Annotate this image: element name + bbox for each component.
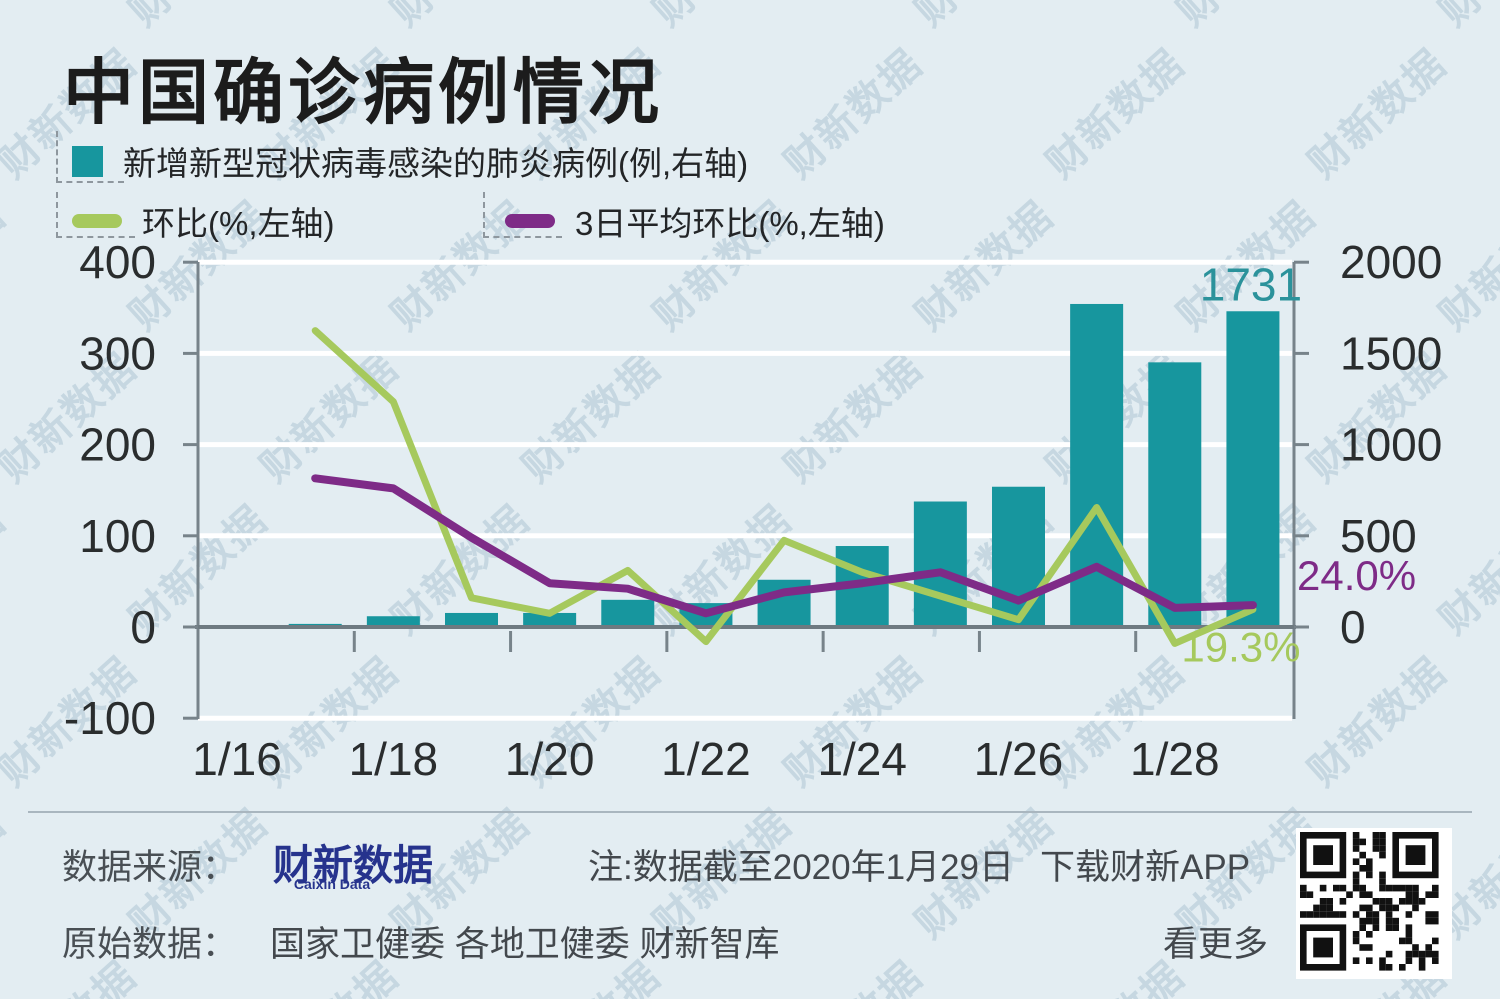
- page-title: 中国确诊病例情况: [63, 54, 664, 133]
- last-bar-value-label: 1731: [1200, 258, 1302, 310]
- bar-1/28: [1148, 362, 1202, 627]
- bar-1/20: [523, 612, 577, 627]
- avg-line-end-label: 24.0%: [1297, 552, 1416, 599]
- left-axis-label: -100: [64, 692, 156, 744]
- legend-label-env: 环比(%,左轴): [142, 205, 335, 242]
- left-axis-label: 400: [79, 240, 156, 288]
- x-axis-label: 1/20: [505, 733, 595, 785]
- bar-1/26: [992, 486, 1045, 627]
- legend-label-avg: 3日平均环比(%,左轴): [575, 205, 885, 242]
- bar-1/25: [913, 501, 967, 627]
- caixin-logo-subtitle: Caixin Data: [293, 876, 371, 892]
- left-axis-label: 200: [79, 419, 156, 471]
- see-more-link[interactable]: 看更多: [1163, 925, 1269, 964]
- left-axis-label: 100: [79, 510, 156, 562]
- env-line-end-label: 19.3%: [1181, 623, 1300, 670]
- x-axis-label: 1/16: [192, 733, 282, 785]
- right-axis-label: 1500: [1340, 327, 1442, 379]
- legend-item-avg: 3日平均环比(%,左轴): [505, 197, 885, 245]
- left-axis-label: 300: [79, 327, 156, 379]
- right-axis-label: 2000: [1340, 240, 1442, 288]
- bar-1/29: [1226, 311, 1280, 627]
- env-line: [311, 327, 1257, 647]
- legend-item-env: 环比(%,左轴): [72, 197, 335, 245]
- bar-1/21: [601, 599, 655, 627]
- right-axis-label: 1000: [1340, 419, 1442, 471]
- legend-label-new-cases: 新增新型冠状病毒感染的肺炎病例(例,右轴): [123, 145, 749, 182]
- left-axis-label: 0: [130, 601, 156, 653]
- legend-bracket-3: [483, 192, 562, 238]
- raw-data-sources: 国家卫健委 各地卫健委 财新智库: [270, 925, 780, 964]
- download-app-link[interactable]: 下载财新APP: [1040, 848, 1251, 887]
- qr-code-image: [1300, 832, 1439, 971]
- qr-code: [1296, 828, 1452, 979]
- legend-bracket-2: [56, 192, 135, 238]
- legend-bracket-1: [56, 131, 124, 183]
- bar-1/18: [366, 616, 420, 627]
- legend-item-new-cases: 新增新型冠状病毒感染的肺炎病例(例,右轴): [72, 137, 748, 185]
- right-axis-label: 500: [1340, 510, 1417, 562]
- x-axis-label: 1/28: [1130, 733, 1220, 785]
- caixin-logo: 财新数据: [273, 843, 433, 890]
- bar-1/19: [445, 612, 498, 627]
- x-axis-label: 1/22: [661, 733, 751, 785]
- purple-line-swatch-icon: [505, 214, 555, 228]
- bar-series-swatch-icon: [72, 145, 103, 177]
- x-axis-label: 1/24: [817, 733, 907, 785]
- x-axis-label: 1/18: [349, 733, 439, 785]
- data-cutoff-note: 注:数据截至2020年1月29日: [588, 848, 1014, 887]
- x-axis-label: 1/26: [974, 733, 1064, 785]
- raw-data-label: 原始数据：: [62, 925, 238, 964]
- avg-line: [311, 474, 1257, 618]
- green-line-swatch-icon: [72, 214, 122, 228]
- footer-divider: [28, 811, 1472, 813]
- source-label: 数据来源：: [62, 848, 238, 887]
- right-axis-label: 0: [1340, 601, 1366, 653]
